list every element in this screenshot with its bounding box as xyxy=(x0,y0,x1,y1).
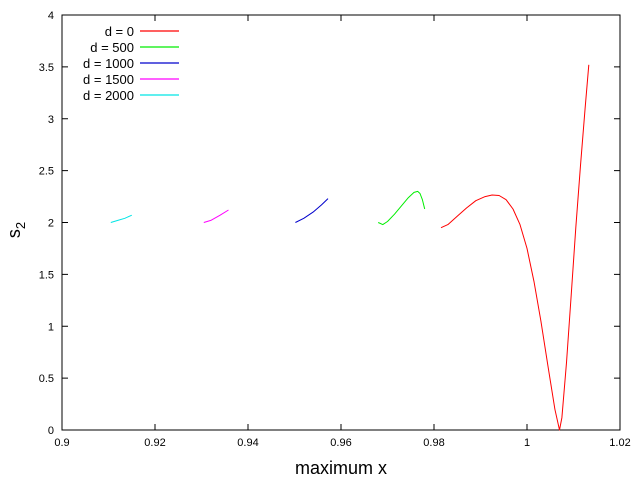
x-tick-label: 0.94 xyxy=(237,437,258,449)
y-tick-label: 2.5 xyxy=(39,166,54,178)
plot-frame xyxy=(61,14,621,431)
y-tick-label: 1.5 xyxy=(39,269,54,281)
y-tick-label: 4 xyxy=(48,10,54,22)
legend-label: d = 1500 xyxy=(83,72,134,87)
y-tick-label: 0 xyxy=(48,425,54,437)
series-line-3 xyxy=(203,209,229,223)
y-tick-label: 3.5 xyxy=(39,62,54,74)
x-tick-label: 0.98 xyxy=(423,437,444,449)
y-axis-title-main: s xyxy=(4,229,24,238)
series-line-0 xyxy=(440,64,590,431)
legend-label: d = 0 xyxy=(105,24,134,39)
y-axis-title-subscript: 2 xyxy=(13,222,28,229)
x-tick-label: 1 xyxy=(524,437,530,449)
legend-label: d = 500 xyxy=(90,40,134,55)
x-tick-label: 1.02 xyxy=(609,437,630,449)
x-tick-label: 0.92 xyxy=(144,437,165,449)
axis-ticks: 0.9 0.92 0.94 0.96 0.98 1 1.02 0 0.5 1 1.5 2 2.5 3 3.5… xyxy=(39,10,631,449)
series-line-4 xyxy=(110,214,133,223)
legend-label: d = 1000 xyxy=(83,56,134,71)
x-tick-label: 0.96 xyxy=(330,437,351,449)
y-tick-label: 0.5 xyxy=(39,373,54,385)
series-line-2 xyxy=(295,198,329,223)
x-axis-title: maximum x xyxy=(295,458,387,478)
y-tick-label: 2 xyxy=(48,218,54,230)
y-axis-title: s2 xyxy=(4,222,28,238)
series-lines xyxy=(110,64,590,431)
x-tick-label: 0.9 xyxy=(54,437,69,449)
legend-label: d = 2000 xyxy=(83,88,134,103)
y-tick-label: 1 xyxy=(48,321,54,333)
series-line-1 xyxy=(377,190,426,226)
y-tick-label: 3 xyxy=(48,114,54,126)
